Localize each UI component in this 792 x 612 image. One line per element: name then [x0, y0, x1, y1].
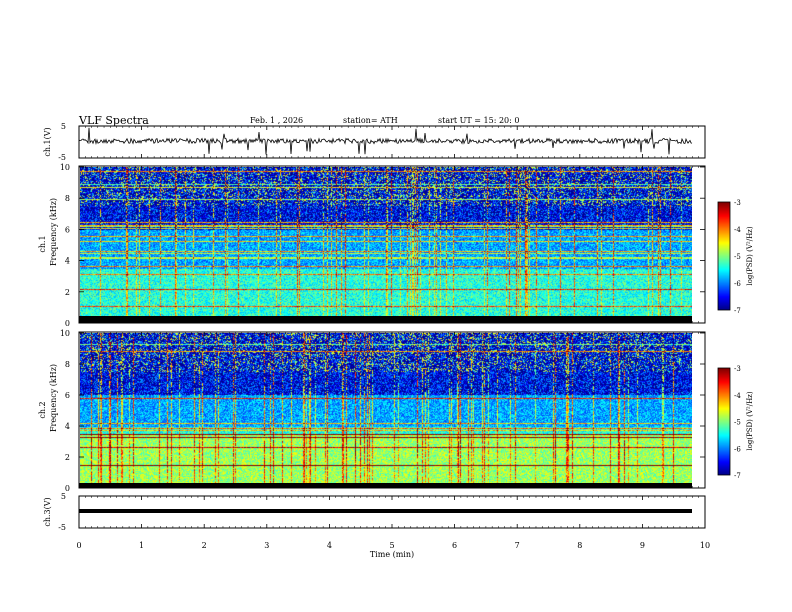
ch1-spectrogram-image	[80, 167, 692, 323]
ch2-colorbar: -3 -4 -5 -6 -7 log(PSD) (V²/Hz)	[717, 365, 754, 480]
xtick-label: 5	[389, 541, 394, 550]
colorbar-tick-label: -7	[734, 472, 741, 480]
chart-title: VLF Spectra	[78, 114, 149, 127]
ytick-label: 10	[60, 329, 70, 338]
ch3-ytick-top: 5	[61, 492, 66, 501]
ch2-lowband-strip	[79, 483, 692, 488]
ch1-colorbar-label: log(PSD) (V²/Hz)	[746, 226, 754, 285]
colorbar-tick-label: -7	[734, 307, 741, 315]
start-time-label: start UT = 15: 20: 0	[438, 116, 519, 125]
xtick-label: 10	[700, 541, 710, 550]
xtick-label: 0	[76, 541, 81, 550]
xtick-label: 4	[327, 541, 332, 550]
xtick-label: 6	[452, 541, 457, 550]
ytick-label: 0	[65, 484, 70, 493]
colorbar-tick-label: -4	[734, 226, 741, 234]
ch2-colorbar-frame	[717, 367, 731, 476]
ch1-lowband-strip	[79, 316, 692, 323]
colorbar-tick-label: -5	[734, 253, 741, 261]
xtick-label: 8	[577, 541, 582, 550]
colorbar-tick-label: -4	[734, 392, 741, 400]
ch3-waveform-trace	[79, 509, 692, 513]
ytick-label: 0	[65, 319, 70, 328]
ch2-colorbar-gradient	[718, 368, 730, 475]
ch2-spectrogram-panel: 0 2 4 6 8 10 ch.2 Frequency (kHz)	[38, 329, 706, 493]
ytick-label: 8	[65, 360, 70, 369]
time-axis-ticks: 0 1 2 3 4 5 6 7 8 9 10	[76, 126, 710, 550]
ytick-label: 2	[65, 288, 70, 297]
ch1-spec-ylabel-line1: ch.1	[38, 235, 47, 252]
ytick-label: 6	[65, 391, 70, 400]
ch2-spec-ylabel-line2: Frequency (kHz)	[49, 364, 58, 432]
xtick-label: 2	[202, 541, 207, 550]
xtick-label: 9	[640, 541, 645, 550]
ch1-spectrogram-panel: 0 2 4 6 8 10 ch.1 Frequency (kHz)	[38, 163, 706, 328]
ytick-label: 10	[60, 163, 70, 172]
ch2-spec-ylabel-line1: ch.2	[38, 401, 47, 418]
ytick-label: 6	[65, 225, 70, 234]
ch1-waveform-frame	[78, 125, 706, 159]
station-label: station= ATH	[343, 116, 398, 125]
colorbar-tick-label: -6	[734, 445, 741, 453]
ch1-waveform-trace	[78, 127, 693, 155]
ytick-label: 2	[65, 453, 70, 462]
ch3-ytick-bottom: -5	[58, 523, 66, 532]
ch1-ytick-top: 5	[61, 122, 66, 131]
colorbar-tick-label: -3	[734, 199, 741, 207]
ch2-colorbar-label: log(PSD) (V²/Hz)	[746, 391, 754, 450]
xaxis-label: Time (min)	[370, 550, 414, 559]
ch1-waveform-panel: 5 -5 ch.1(V)	[43, 122, 706, 162]
ch1-colorbar-frame	[717, 201, 731, 311]
xtick-label: 3	[264, 541, 269, 550]
ch3-waveform-panel: 5 -5 ch.3(V)	[43, 492, 706, 532]
ch1-ytick-bottom: -5	[58, 153, 66, 162]
xtick-label: 1	[139, 541, 144, 550]
date-label: Feb. 1 , 2026	[250, 116, 303, 125]
ch3-wave-ylabel: ch.3(V)	[43, 497, 52, 526]
ch1-spec-ylabel-line2: Frequency (kHz)	[49, 198, 58, 266]
colorbar-tick-label: -5	[734, 419, 741, 427]
colorbar-tick-label: -3	[734, 365, 741, 373]
ytick-label: 4	[65, 257, 70, 266]
ytick-label: 4	[65, 422, 70, 431]
ch1-colorbar-gradient	[718, 202, 730, 310]
xtick-label: 7	[515, 541, 520, 550]
ch1-colorbar: -3 -4 -5 -6 -7 log(PSD) (V²/Hz)	[717, 199, 754, 315]
ytick-label: 8	[65, 194, 70, 203]
ch2-spectrogram-image	[80, 333, 692, 488]
ch1-wave-ylabel: ch.1(V)	[43, 127, 52, 156]
colorbar-tick-label: -6	[734, 280, 741, 288]
